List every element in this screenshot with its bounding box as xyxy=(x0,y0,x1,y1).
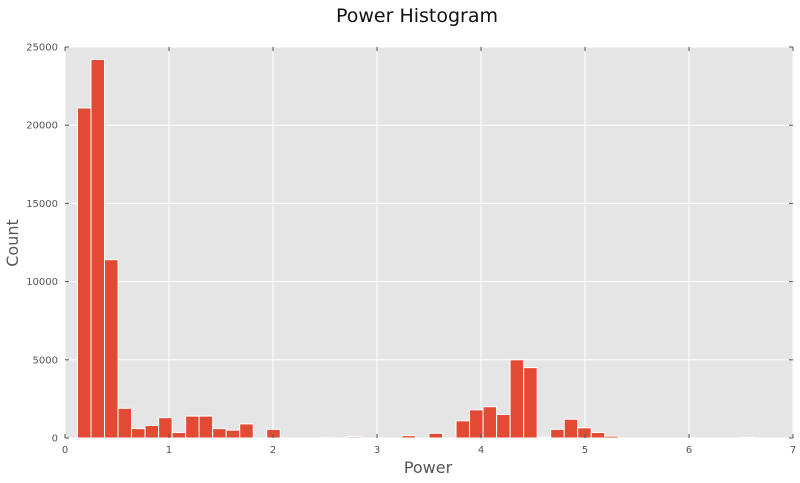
histogram-bar xyxy=(144,424,160,439)
x-tick-label: 4 xyxy=(478,445,484,456)
y-tick-label: 20000 xyxy=(26,121,58,132)
x-tick-label: 7 xyxy=(790,445,796,456)
histogram-bar xyxy=(239,423,254,439)
histogram-bar xyxy=(604,435,619,439)
histogram-bar xyxy=(104,259,119,439)
histogram-bar xyxy=(536,436,552,439)
tick-marks xyxy=(64,46,794,439)
histogram-bar xyxy=(563,418,579,439)
histogram-bar xyxy=(455,420,471,439)
histogram-bar xyxy=(469,409,484,439)
y-tick-label: 10000 xyxy=(26,277,58,288)
x-tick-label: 2 xyxy=(270,445,276,456)
x-tick-label: 5 xyxy=(582,445,588,456)
histogram-bar xyxy=(401,435,416,439)
y-tick-label: 5000 xyxy=(33,355,58,366)
histogram-bar xyxy=(212,428,227,439)
x-tick-label: 1 xyxy=(166,445,172,456)
histogram-bar xyxy=(428,432,444,439)
histogram-bar xyxy=(76,107,92,439)
y-tick-label: 25000 xyxy=(26,43,58,54)
histogram-bar xyxy=(482,406,498,439)
y-axis-label: Count xyxy=(3,219,22,267)
y-tick-label: 0 xyxy=(52,434,58,445)
x-axis-label: Power xyxy=(404,458,453,477)
histogram-bar xyxy=(509,359,525,439)
histogram-bar xyxy=(523,367,538,439)
histogram-bar xyxy=(185,415,200,439)
histogram-bar xyxy=(739,436,754,439)
x-tick-label: 3 xyxy=(374,445,380,456)
histogram-bar xyxy=(496,414,511,439)
x-tick-label: 0 xyxy=(62,445,68,456)
histogram-bar xyxy=(198,415,214,439)
chart-title: Power Histogram xyxy=(336,5,498,27)
histogram-bar xyxy=(158,417,173,439)
x-tick-labels: 0 1 2 3 4 5 6 7 xyxy=(62,445,796,456)
histogram-bar xyxy=(590,432,606,439)
x-tick-label: 6 xyxy=(686,445,692,456)
histogram-bar xyxy=(347,436,362,439)
histogram-bar xyxy=(117,407,133,439)
histogram-bar xyxy=(550,428,565,439)
histogram-bar xyxy=(266,428,281,439)
histogram-bar xyxy=(225,429,241,439)
plot-area xyxy=(65,47,793,438)
histogram-bar xyxy=(577,427,592,439)
histogram-bar xyxy=(171,432,187,439)
y-tick-labels: 0 5000 10000 15000 20000 25000 xyxy=(26,43,58,445)
bars xyxy=(76,59,754,439)
histogram-bar xyxy=(131,428,146,439)
histogram-bar xyxy=(90,59,106,439)
y-tick-label: 15000 xyxy=(26,199,58,210)
grid xyxy=(64,46,794,439)
